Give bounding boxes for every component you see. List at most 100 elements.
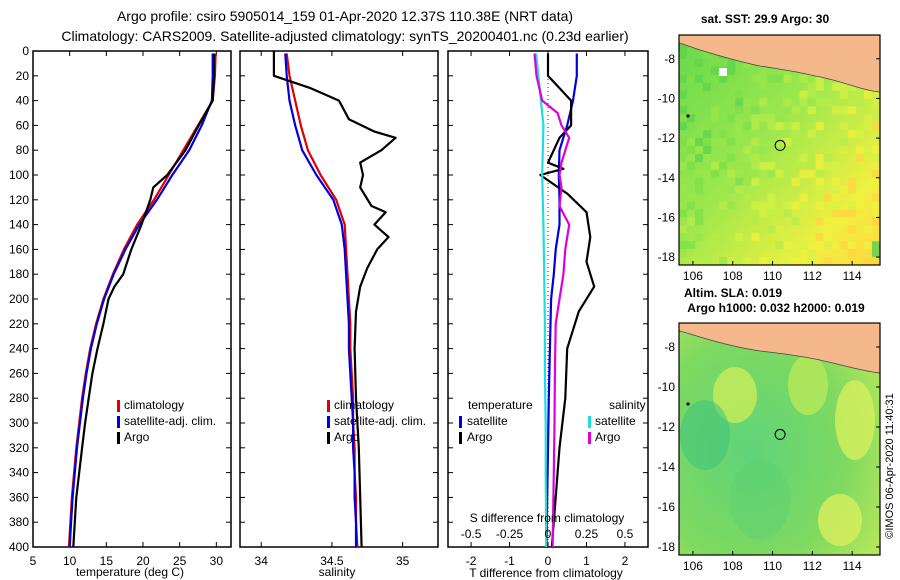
sst-pixel — [751, 122, 760, 131]
sst-pixel — [711, 161, 720, 170]
legend-swatch-t-satellite — [459, 416, 462, 428]
x-tick-label: 5 — [30, 554, 37, 568]
x-tick-label: 25 — [173, 554, 187, 568]
sst-pixel — [799, 241, 808, 250]
sst-pixel — [751, 74, 760, 83]
sst-pixel — [767, 169, 776, 178]
sst-pixel — [727, 66, 736, 75]
sst-pixel — [807, 122, 816, 131]
sst-pixel — [839, 122, 848, 131]
sst-pixel — [847, 249, 856, 258]
s-tick-label: 0.5 — [617, 527, 634, 541]
sst-pixel — [711, 169, 720, 178]
sst-pixel — [775, 225, 784, 234]
sst-pixel — [695, 217, 704, 226]
sst-pixel — [679, 161, 688, 170]
y-tick-label: 280 — [9, 391, 29, 405]
sst-pixel — [759, 209, 768, 218]
sst-pixel — [711, 233, 720, 242]
sst-pixel — [807, 106, 816, 115]
sst-pixel — [719, 130, 728, 139]
java-landmass — [679, 323, 880, 374]
sst-pixel — [783, 153, 792, 162]
sst-pixel — [743, 122, 752, 131]
sst-pixel — [735, 130, 744, 139]
sst-pixel — [679, 90, 688, 99]
sst-pixel — [783, 209, 792, 218]
map-y-tick-label: -8 — [664, 52, 675, 66]
sst-pixel — [687, 138, 696, 147]
salinity-xlabel: salinity — [319, 565, 356, 579]
sla-map-axes: 106 108 110 112 114 -8 -10 -12 -14 -16 -18 — [658, 340, 880, 573]
map-x-tick-label: 106 — [683, 269, 703, 283]
sst-pixel — [679, 50, 688, 59]
legend-temperature-title: temperature — [468, 398, 533, 412]
map-y-tick-label: -12 — [658, 420, 676, 434]
legend-label-satellite: satellite-adj. clim. — [124, 414, 216, 428]
legend-label-s-satellite: satellite — [595, 414, 636, 428]
sst-pixel — [871, 201, 880, 210]
sst-pixel — [767, 177, 776, 186]
map-y-tick-label: -16 — [658, 210, 676, 224]
sst-pixel — [783, 98, 792, 107]
map-y-tick-label: -8 — [664, 340, 675, 354]
sst-pixel — [687, 217, 696, 226]
legend-swatch-climatology — [327, 400, 330, 412]
sst-pixel — [799, 74, 808, 83]
sst-map-frame — [678, 34, 881, 266]
sst-pixel — [839, 185, 848, 194]
sst-pixel — [679, 74, 688, 83]
legend-swatch-argo — [117, 432, 120, 444]
sst-pixel — [687, 201, 696, 210]
x-tick-label: 0 — [545, 554, 552, 568]
sst-pixel — [831, 106, 840, 115]
sst-pixel — [791, 130, 800, 139]
sst-pixel — [687, 193, 696, 202]
sst-pixel — [687, 146, 696, 155]
sst-pixel — [735, 122, 744, 131]
legend-label-t-satellite: satellite — [467, 414, 508, 428]
sst-pixel — [863, 90, 873, 99]
sst-pixel — [831, 169, 840, 178]
map-y-tick-label: -18 — [658, 250, 676, 264]
sst-pixel — [863, 257, 873, 265]
sla-blob — [680, 400, 730, 470]
sla-map-title: Altim. SLA: 0.019 — [684, 286, 782, 300]
sst-pixel — [855, 130, 864, 139]
sst-pixel — [815, 153, 824, 162]
sst-pixel — [871, 122, 880, 131]
sst-pixel — [727, 185, 736, 194]
series-line-satellite-adj-clim- — [68, 53, 214, 548]
sst-pixel — [695, 257, 704, 265]
sst-pixel — [847, 241, 856, 250]
x-tick-label: 34 — [255, 554, 269, 568]
sst-pixel — [831, 177, 840, 186]
y-tick-label: 360 — [9, 490, 29, 504]
sst-pixel — [735, 177, 744, 186]
sst-pixel — [815, 193, 824, 202]
sst-pixel — [839, 146, 848, 155]
series-line-s-argo — [533, 53, 571, 548]
sst-pixel — [847, 225, 856, 234]
sst-pixel — [783, 169, 792, 178]
sst-pixel — [727, 257, 736, 265]
t-difference-label: T difference from climatology — [469, 566, 623, 580]
sst-pixel — [815, 201, 824, 210]
sst-pixel — [831, 161, 840, 170]
sst-pixel — [751, 177, 760, 186]
profile-location-marker — [774, 139, 786, 151]
sst-pixel — [695, 185, 704, 194]
sst-pixel — [711, 82, 720, 91]
sst-pixel — [759, 122, 768, 131]
sst-pixel — [703, 146, 712, 155]
small-island — [686, 114, 690, 118]
y-tick-label: 180 — [9, 267, 29, 281]
sst-pixel — [815, 98, 824, 107]
sst-pixel — [751, 233, 760, 242]
sst-pixel — [679, 249, 688, 258]
sst-pixel — [823, 233, 832, 242]
sst-pixel — [735, 114, 744, 123]
sst-pixel-noise — [679, 35, 880, 265]
legend-label-climatology: climatology — [124, 398, 184, 412]
legend-salinity-title: salinity — [609, 398, 646, 412]
